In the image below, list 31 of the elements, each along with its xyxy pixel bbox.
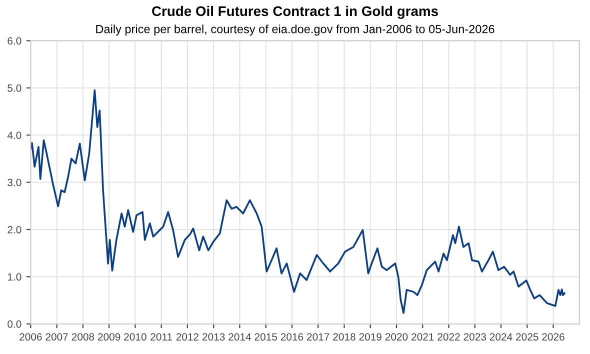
x-tick-label: 2009 xyxy=(98,333,120,341)
line-series xyxy=(30,89,566,314)
chart-title: Crude Oil Futures Contract 1 in Gold grams xyxy=(152,6,438,19)
y-tick-label: 1.0 xyxy=(8,273,22,281)
y-tick-label: 5.0 xyxy=(8,84,22,92)
x-tick-label: 2006 xyxy=(20,333,42,341)
x-tick-label: 2013 xyxy=(202,333,225,341)
x-tick-label: 2014 xyxy=(228,333,251,341)
x-tick-label: 2019 xyxy=(359,333,382,341)
y-tick-label: 3.0 xyxy=(8,178,22,186)
x-tick-label: 2012 xyxy=(176,333,199,341)
x-tick-label: 2024 xyxy=(490,333,512,341)
y-tick-label: 6.0 xyxy=(8,37,22,45)
y-tick-label: 2.0 xyxy=(8,226,22,234)
x-tick-label: 2020 xyxy=(385,333,408,341)
x-tick-label: 2007 xyxy=(46,333,68,341)
x-tick-label: 2022 xyxy=(438,333,460,341)
x-tick-label: 2011 xyxy=(150,333,172,341)
chart-subtitle: Daily price per barrel, courtesy of eia.doe.gov from Jan-2006 to 05-Jun-2026 xyxy=(96,24,494,36)
x-tick-label: 2018 xyxy=(333,333,356,341)
x-tick-label: 2008 xyxy=(72,333,94,341)
x-tick-label: 2025 xyxy=(516,333,538,341)
x-tick-label: 2015 xyxy=(254,333,277,341)
x-tick-label: 2016 xyxy=(280,333,304,341)
x-tick-label: 2021 xyxy=(412,333,434,341)
y-tick-label: 0.0 xyxy=(8,320,22,328)
y-tick-label: 4.0 xyxy=(7,132,22,139)
x-tick-label: 2010 xyxy=(124,333,146,341)
x-tick-label: 2026 xyxy=(542,333,564,341)
x-tick-label: 2017 xyxy=(307,333,330,341)
x-tick-label: 2023 xyxy=(464,333,486,341)
